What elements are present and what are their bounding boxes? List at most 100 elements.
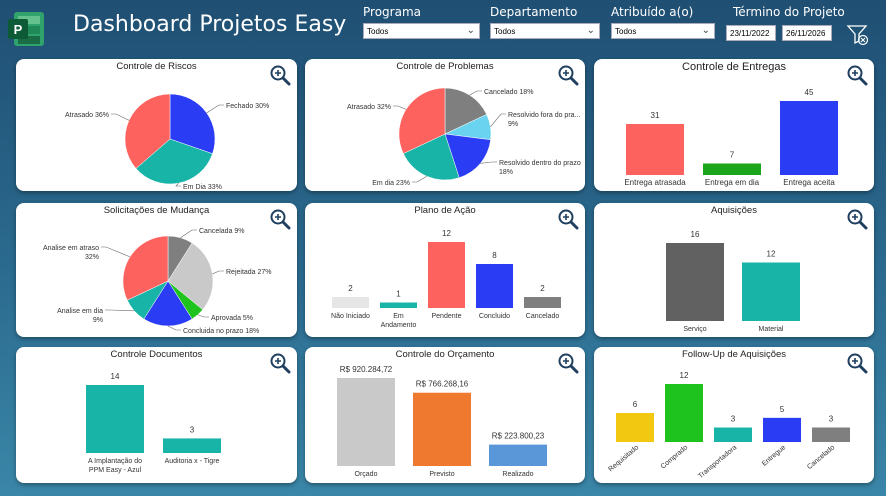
slice-label: Em Dia 33%	[183, 184, 222, 191]
data-label: 6	[633, 400, 638, 409]
category-label: Não Iniciado	[331, 313, 370, 320]
date-range-filter: Término do Projeto	[733, 5, 845, 19]
slice-label: Em dia 23%	[372, 180, 410, 187]
bar	[666, 243, 724, 321]
card-controle-orcamento: Controle do Orçamento R$ 920.284,72 Orçad…	[305, 347, 585, 483]
category-label: Transportadora	[697, 444, 738, 480]
slice-label: Fechado 30%	[226, 103, 269, 110]
date-range-label: Término do Projeto	[733, 5, 845, 19]
slice-label: Atrasado 32%	[347, 104, 391, 111]
slice-label: Analise em atraso	[43, 245, 99, 252]
project-logo-icon: P	[8, 12, 44, 46]
zoom-in-icon[interactable]	[269, 64, 291, 86]
bar	[742, 262, 800, 321]
leader-line	[180, 229, 197, 239]
bar	[332, 297, 369, 308]
end-date-input[interactable]: 26/11/2026	[782, 25, 832, 41]
page-title: Dashboard Projetos Easy	[73, 12, 347, 37]
category-label: Entrega atrasada	[624, 178, 686, 187]
zoom-in-icon[interactable]	[269, 208, 291, 230]
departamento-select[interactable]: Todos ⌄	[490, 23, 600, 39]
select-value: Todos	[615, 27, 637, 36]
category-label: A Implantação do	[88, 458, 142, 465]
data-label: 31	[651, 111, 660, 120]
data-label: 1	[396, 290, 401, 299]
leader-line	[167, 325, 181, 331]
leader-line	[393, 105, 407, 110]
leader-line	[212, 270, 224, 275]
card-title: Controle do Orçamento	[395, 349, 495, 360]
pie-slice	[398, 87, 446, 154]
filter-atribuido[interactable]: Atribuído a(o) Todos ⌄	[611, 5, 715, 39]
zoom-in-icon[interactable]	[846, 352, 868, 374]
card-title: Controle Documentos	[110, 349, 203, 360]
card-title: Controle de Entregas	[682, 61, 786, 73]
leader-line	[412, 175, 427, 183]
follow-up-bar-chart: 6 Requisitado 12 Comprado 3 Transportadora 5 En…	[607, 371, 850, 480]
data-label: 45	[805, 88, 814, 97]
category-label: Andamento	[381, 322, 417, 329]
change-requests-pie-chart: Cancelada 9% Rejeitada 27% Aprovada 5% Conc…	[43, 228, 272, 335]
bar	[489, 444, 547, 466]
deliveries-bar-chart: 31 Entrega atrasada 7 Entrega em dia 45 Entre…	[624, 88, 838, 187]
slice-label: Resolvido dentro do prazo	[499, 160, 581, 167]
slice-label: Cancelada 9%	[199, 228, 245, 235]
bar	[763, 417, 801, 442]
clear-filters-icon[interactable]	[846, 22, 870, 46]
programa-select[interactable]: Todos ⌄	[363, 23, 480, 39]
card-title: Controle de Problemas	[396, 61, 494, 72]
leader-line	[175, 182, 181, 187]
data-label: 2	[348, 284, 353, 293]
card-aquisicoes: Aquisições 16 Serviço 12 Material	[594, 203, 874, 337]
zoom-in-icon[interactable]	[557, 64, 579, 86]
leader-line	[206, 104, 224, 114]
problems-pie-chart: Cancelado 18% Resolvido fora do pra... 9% R…	[347, 87, 581, 187]
category-label: Cancelado	[526, 313, 560, 320]
action-plan-bar-chart: 2 Não Iniciado 1 Em Andamento 12 Pendente 8 Conc…	[331, 229, 561, 329]
bar	[626, 124, 684, 175]
slice-label: Analise em dia	[57, 308, 103, 315]
zoom-in-icon[interactable]	[846, 208, 868, 230]
slice-label: 9%	[93, 317, 103, 324]
data-label: 3	[190, 425, 195, 434]
svg-text:P: P	[14, 22, 23, 37]
bar	[163, 438, 221, 453]
filter-programa[interactable]: Programa Todos ⌄	[363, 5, 480, 39]
leader-line	[105, 309, 135, 312]
chevron-down-icon: ⌄	[701, 25, 710, 36]
category-label: Em	[393, 313, 404, 320]
data-label: R$ 920.284,72	[340, 365, 393, 374]
zoom-in-icon[interactable]	[557, 208, 579, 230]
bar	[780, 101, 838, 175]
card-controle-problemas: Controle de Problemas Cancelado 18% Resol…	[305, 59, 585, 191]
data-label: R$ 223.800,23	[492, 432, 545, 441]
pie-slice	[122, 235, 169, 301]
card-solicitacoes-mudanca: Solicitações de Mudança Cancelada 9% Reje…	[16, 203, 297, 337]
start-date-input[interactable]: 23/11/2022	[726, 25, 776, 41]
zoom-in-icon[interactable]	[846, 64, 868, 86]
zoom-in-icon[interactable]	[557, 352, 579, 374]
card-title: Solicitações de Mudança	[103, 205, 210, 216]
category-label: Requisitado	[607, 444, 640, 473]
filter-label: Atribuído a(o)	[611, 5, 694, 19]
leader-line	[197, 314, 209, 318]
card-title: Controle de Riscos	[116, 61, 197, 72]
data-label: 14	[111, 372, 120, 381]
category-label: Cancelado	[806, 444, 836, 471]
bar	[476, 264, 513, 308]
bar	[703, 163, 761, 175]
pie-slice	[135, 138, 213, 185]
bar	[812, 427, 850, 442]
slice-label: 32%	[85, 254, 99, 261]
data-label: 3	[731, 415, 736, 424]
data-label: 3	[829, 415, 834, 424]
atribuido-select[interactable]: Todos ⌄	[611, 23, 715, 39]
zoom-in-icon[interactable]	[269, 352, 291, 374]
data-label: 12	[680, 371, 689, 380]
category-label: Orçado	[355, 471, 378, 478]
card-controle-documentos: Controle Documentos 14 A Implantação do PP…	[16, 347, 297, 483]
pie-slice	[167, 242, 214, 311]
acquisitions-bar-chart: 16 Serviço 12 Material	[666, 230, 800, 333]
header: P Dashboard Projetos Easy Programa Todos…	[0, 0, 886, 55]
filter-departamento[interactable]: Departamento Todos ⌄	[490, 5, 600, 39]
